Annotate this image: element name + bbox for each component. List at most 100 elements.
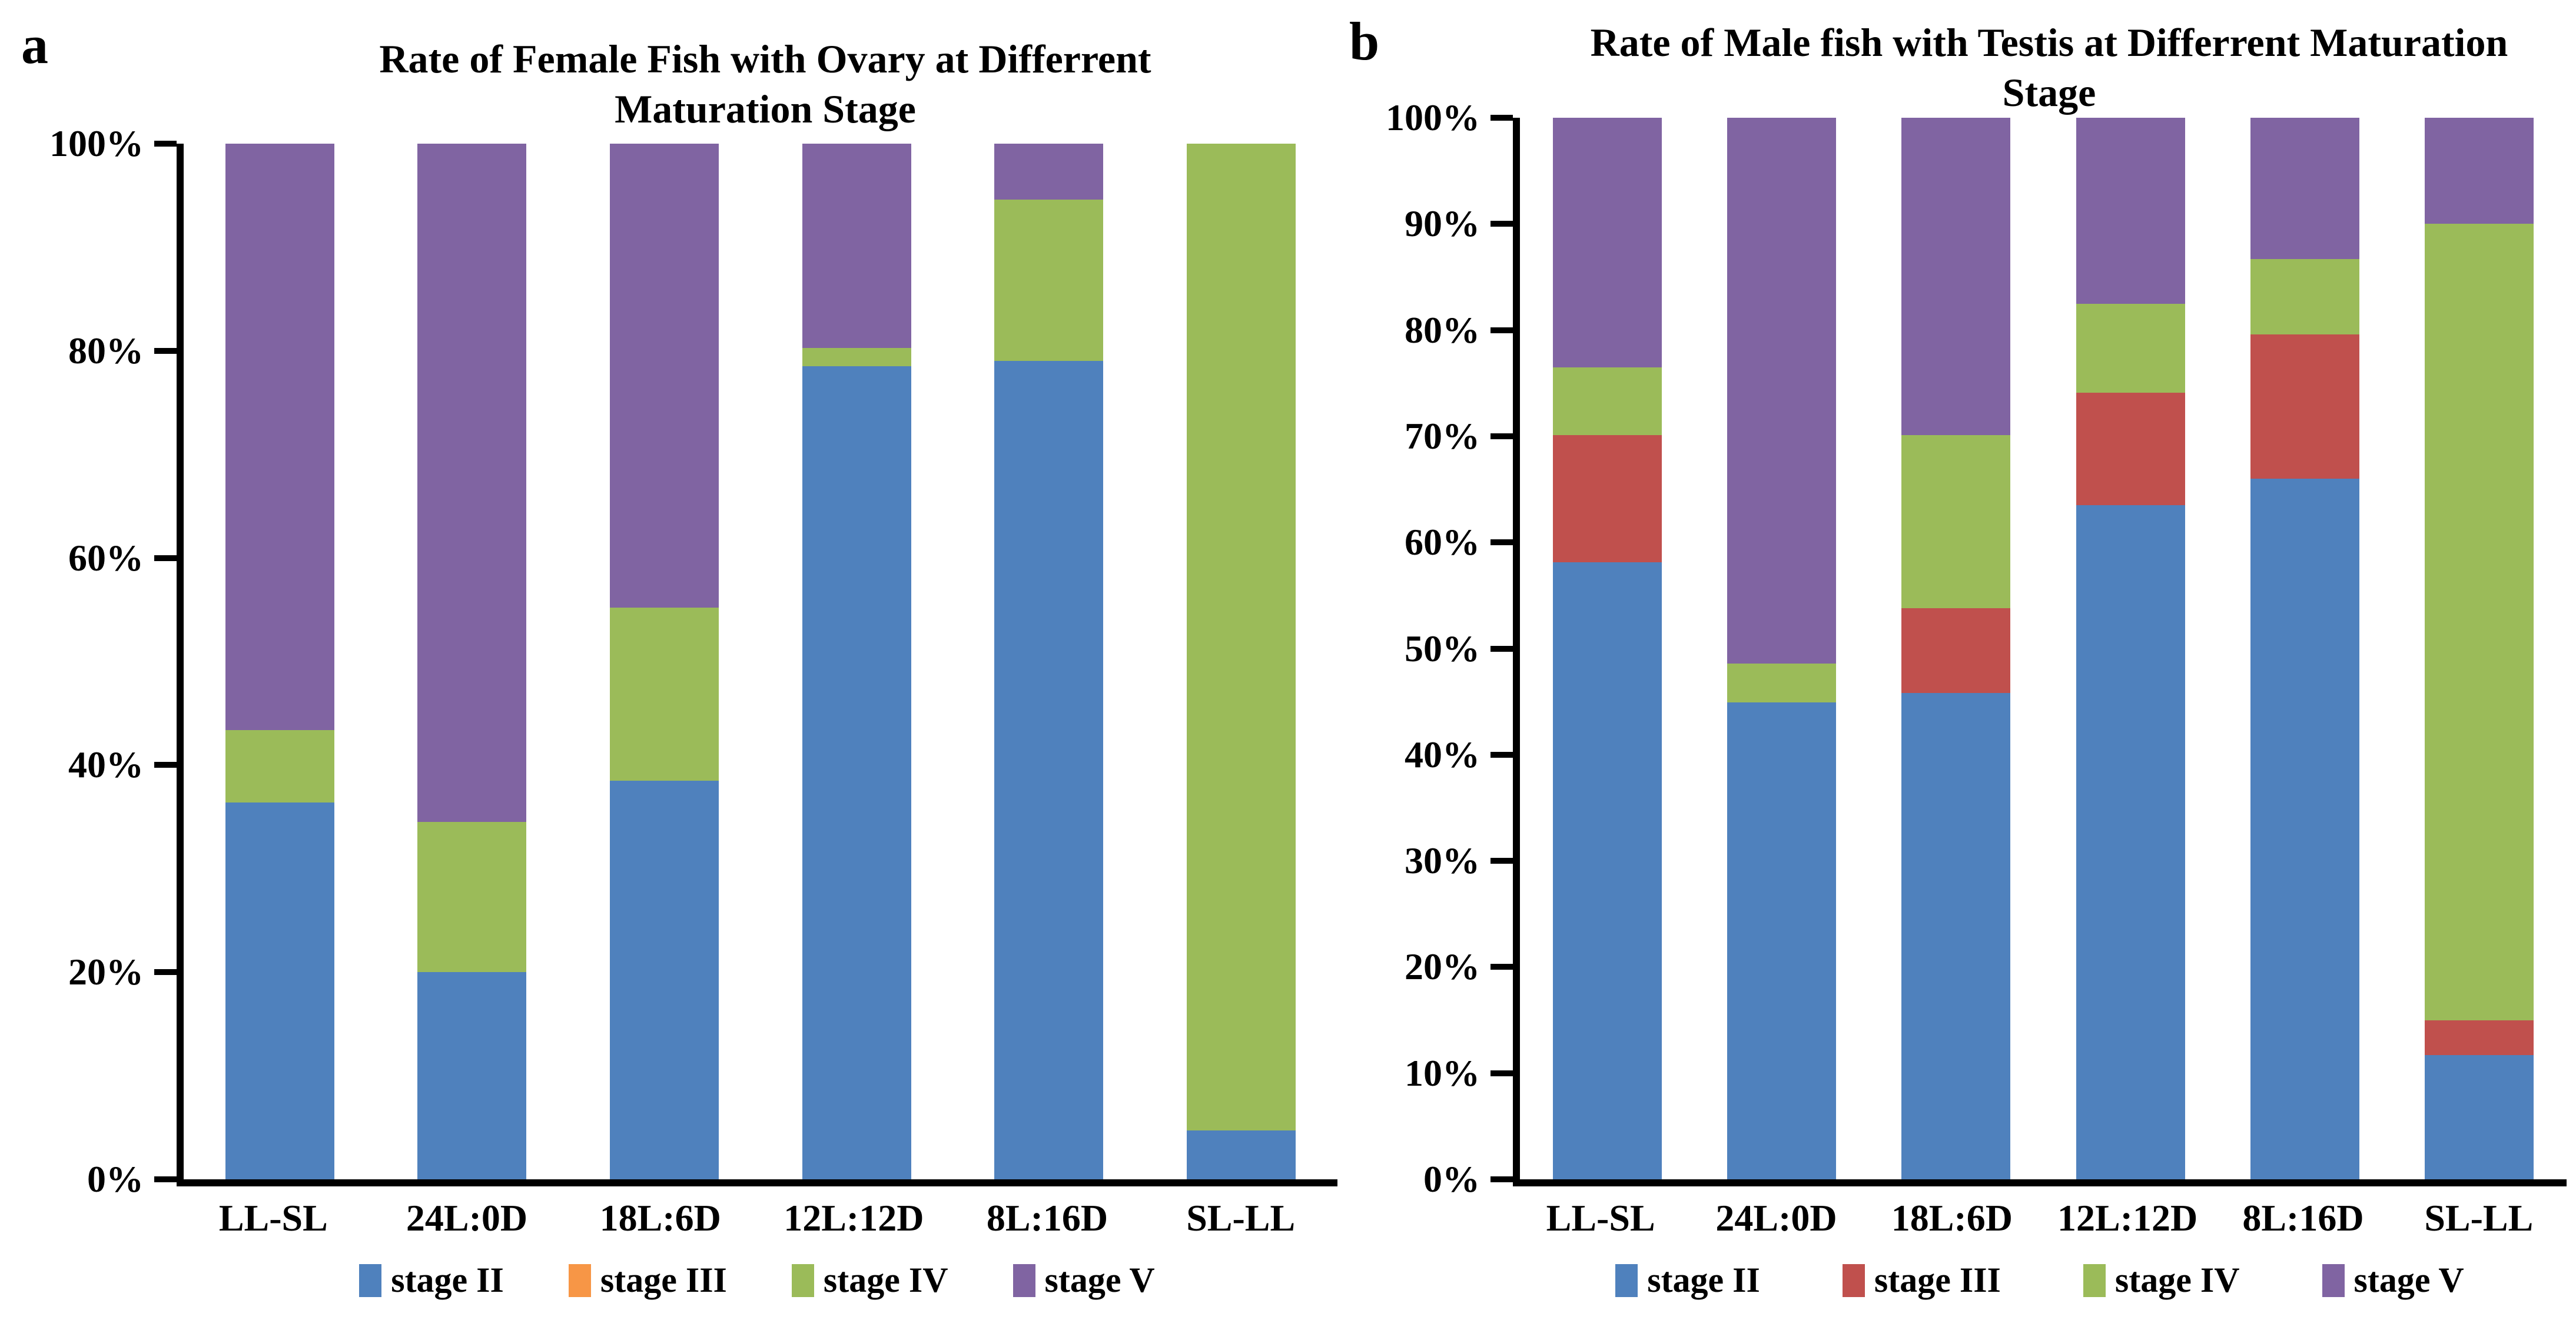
bar-segment-stage-iv (802, 347, 911, 367)
y-tick-label: 100% (1386, 97, 1480, 138)
y-tick-label: 70% (1405, 414, 1480, 457)
bar-segment-stage-v (1901, 118, 2011, 436)
bar-segment-stage-iv (417, 822, 527, 973)
chart-b-bars (1520, 118, 2567, 1179)
bar-segment-stage-iii (2250, 334, 2359, 479)
bar-segment-stage-iii (2076, 393, 2185, 506)
bar-segment-stage-ii (994, 361, 1104, 1179)
legend-swatch (2083, 1264, 2106, 1297)
y-tick-mark (154, 1176, 177, 1182)
y-tick-mark (154, 141, 177, 147)
legend-swatch (568, 1264, 591, 1297)
legend-item-stage-v: stage V (2322, 1260, 2464, 1301)
bar-segment-stage-iv (1187, 144, 1296, 1131)
bar-24l:0d (417, 144, 527, 1179)
chart-a-bars (184, 144, 1337, 1179)
bar-segment-stage-ii (1901, 693, 2011, 1179)
bar-12l:12d (802, 144, 911, 1179)
legend-label: stage II (1647, 1261, 1760, 1299)
y-tick-mark (1491, 964, 1513, 970)
bar-segment-stage-v (802, 144, 911, 348)
bar-segment-stage-ii (610, 780, 719, 1179)
chart-a-legend: stage II stage III stage IV stage V (177, 1260, 1337, 1301)
y-tick-mark (1491, 433, 1513, 439)
chart-b-legend: stage II stage III stage IV stage V (1513, 1260, 2567, 1301)
bar-segment-stage-ii (2425, 1055, 2534, 1179)
y-tick-label: 20% (68, 951, 144, 993)
legend-item-stage-ii: stage II (359, 1260, 504, 1301)
x-tick-label: 8L:16D (986, 1197, 1108, 1239)
bar-segment-stage-iv (225, 729, 334, 803)
chart-a-y-axis: 0% 20% 40% 60% 80% 100% (0, 125, 177, 1198)
y-tick-mark (1491, 1070, 1513, 1076)
y-tick-label: 0% (87, 1158, 144, 1200)
x-tick-label: 18L:6D (599, 1197, 721, 1239)
legend-item-stage-ii: stage II (1615, 1260, 1760, 1301)
x-tick-label: 12L:12D (784, 1197, 924, 1239)
legend-label: stage IV (823, 1261, 948, 1299)
chart-b-title: Rate of Male fish with Testis at Differr… (1590, 20, 2508, 115)
bar-segment-stage-v (2076, 118, 2185, 304)
bar-segment-stage-ii (225, 802, 334, 1179)
legend-swatch (791, 1264, 814, 1297)
y-tick-label: 60% (68, 536, 144, 579)
y-tick-mark (154, 555, 177, 561)
x-tick-label: LL-SL (218, 1197, 328, 1239)
bar-segment-stage-v (610, 144, 719, 608)
y-tick-label: 30% (1405, 840, 1480, 882)
y-tick-mark (1491, 221, 1513, 227)
y-tick-mark (1491, 751, 1513, 758)
legend-swatch (1615, 1264, 1638, 1297)
y-tick-mark (1491, 327, 1513, 333)
y-tick-label: 100% (49, 122, 144, 164)
y-tick-mark (154, 762, 177, 768)
x-tick-label: 24L:0D (406, 1197, 528, 1239)
bar-segment-stage-iv (994, 200, 1104, 362)
y-tick-mark (1491, 858, 1513, 864)
y-tick-mark (1491, 645, 1513, 652)
bar-segment-stage-iv (1552, 367, 1662, 436)
bar-segment-stage-v (1552, 118, 1662, 367)
bar-segment-stage-iii (1901, 608, 2011, 694)
chart-b-y-axis: 0% 10% 20% 30% 40% 50% 60% 70% 80% 90% 100% (1336, 99, 1513, 1198)
x-tick-label: 12L:12D (2057, 1197, 2198, 1239)
bar-segment-stage-v (1727, 118, 1836, 664)
bar-sl-ll (1187, 144, 1296, 1179)
bar-8l:16d (2250, 118, 2359, 1179)
bar-segment-stage-ii (1187, 1130, 1296, 1179)
legend-item-stage-iii: stage III (1842, 1260, 2001, 1301)
legend-swatch (1013, 1264, 1035, 1297)
legend-label: stage III (1874, 1261, 2001, 1299)
y-tick-mark (154, 969, 177, 976)
bar-segment-stage-ii (417, 972, 527, 1179)
legend-item-stage-iv: stage IV (791, 1260, 948, 1301)
legend-swatch (1842, 1264, 1865, 1297)
x-tick-label: 18L:6D (1891, 1197, 2013, 1239)
y-tick-label: 40% (1405, 733, 1480, 775)
bar-segment-stage-v (2250, 118, 2359, 259)
bar-segment-stage-iv (2076, 303, 2185, 393)
bar-segment-stage-iv (1727, 663, 1836, 703)
y-tick-mark (1491, 115, 1513, 121)
legend-swatch (2322, 1264, 2345, 1297)
bar-segment-stage-ii (2076, 505, 2185, 1179)
bar-ll-sl (1552, 118, 1662, 1179)
legend-label: stage III (600, 1261, 727, 1299)
chart-a-title: Rate of Female Fish with Ovary at Differ… (379, 37, 1151, 131)
x-tick-label: SL-LL (1186, 1197, 1296, 1239)
x-tick-label: 24L:0D (1715, 1197, 1837, 1239)
bar-segment-stage-iv (1901, 435, 2011, 608)
bar-segment-stage-iii (1552, 435, 1662, 563)
panel-letter-b: b (1349, 11, 1380, 71)
bar-segment-stage-iv (2250, 258, 2359, 334)
bar-segment-stage-ii (1727, 702, 1836, 1179)
y-tick-mark (1491, 539, 1513, 546)
bar-segment-stage-iv (610, 608, 719, 781)
x-tick-label: 8L:16D (2242, 1197, 2364, 1239)
y-tick-label: 0% (1423, 1158, 1480, 1200)
bar-segment-stage-v (417, 144, 527, 823)
legend-item-stage-iii: stage III (568, 1260, 727, 1301)
x-tick-label: LL-SL (1546, 1197, 1655, 1239)
bar-12l:12d (2076, 118, 2185, 1179)
legend-label: stage II (391, 1261, 504, 1299)
